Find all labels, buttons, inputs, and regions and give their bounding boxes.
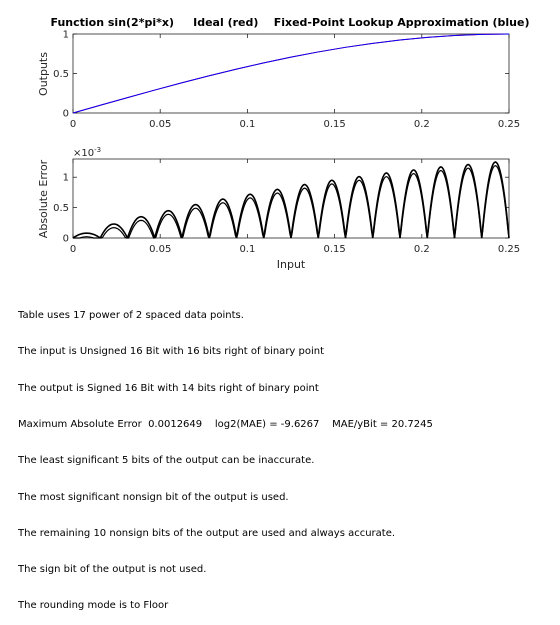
x-tick-label: 0.1 bbox=[239, 119, 255, 130]
function-plot: Function sin(2*pi*x) Ideal (red) Fixed-P… bbox=[37, 16, 530, 130]
info-line: Maximum Absolute Error 0.0012649 log2(MA… bbox=[18, 419, 433, 431]
info-line: Table uses 17 power of 2 spaced data poi… bbox=[18, 310, 244, 322]
error-arch-band bbox=[263, 192, 292, 239]
error-arch-band bbox=[317, 183, 347, 239]
x-tick-label: 0 bbox=[70, 119, 76, 130]
error-arch-band bbox=[208, 202, 238, 239]
info-line: The most significant nonsign bit of the … bbox=[18, 491, 289, 503]
error-arch-band bbox=[426, 169, 456, 239]
y-axis-label: Absolute Error bbox=[37, 159, 50, 238]
error-arch bbox=[290, 183, 320, 239]
info-text: Table uses 17 power of 2 spaced data poi… bbox=[18, 286, 548, 625]
error-ticks: 0 0.05 0.1 0.15 0.2 0.25 0 0.5 1 bbox=[53, 159, 520, 255]
info-line: The sign bit of the output is not used. bbox=[18, 564, 207, 576]
error-arch-band bbox=[399, 172, 428, 239]
x-tick-label: 0.15 bbox=[323, 244, 345, 255]
y-exponent-power: -3 bbox=[94, 146, 101, 154]
x-tick-label: 0.15 bbox=[323, 119, 345, 130]
error-arch-band bbox=[372, 175, 401, 239]
y-tick-label: 0 bbox=[63, 234, 69, 245]
y-tick-label: 1 bbox=[63, 173, 69, 184]
info-line: The least significant 5 bits of the outp… bbox=[18, 455, 315, 467]
x-tick-label: 0.25 bbox=[498, 119, 520, 130]
error-arch bbox=[371, 172, 401, 239]
error-arch bbox=[344, 175, 374, 239]
y-tick-label: 0.5 bbox=[53, 203, 69, 214]
error-arch-band bbox=[100, 227, 128, 239]
error-arch bbox=[72, 232, 101, 239]
y-tick-label: 0.5 bbox=[53, 69, 69, 80]
info-line: The remaining 10 nonsign bits of the out… bbox=[18, 527, 396, 539]
error-arch-band bbox=[73, 236, 101, 239]
x-tick-label: 0.2 bbox=[414, 244, 430, 255]
info-line: The output is Signed 16 Bit with 14 bits… bbox=[18, 382, 319, 394]
error-arch bbox=[208, 198, 238, 239]
function-axes bbox=[72, 33, 510, 114]
y-exponent-label: ×10-3 bbox=[73, 146, 101, 159]
x-tick-label: 0.05 bbox=[149, 244, 171, 255]
error-axes bbox=[72, 158, 510, 239]
info-line: The input is Unsigned 16 Bit with 16 bit… bbox=[18, 346, 325, 358]
x-tick-label: 0.1 bbox=[239, 244, 255, 255]
error-lines bbox=[72, 161, 510, 239]
error-arch bbox=[235, 193, 265, 239]
y-tick-label: 0 bbox=[63, 109, 69, 120]
error-arch bbox=[317, 179, 347, 239]
error-arch bbox=[262, 188, 292, 239]
error-arch-band bbox=[127, 219, 155, 239]
plot-title: Function sin(2*pi*x) Ideal (red) Fixed-P… bbox=[50, 16, 529, 29]
y-exponent-base: ×10 bbox=[73, 148, 94, 159]
y-axis-label: Outputs bbox=[37, 52, 50, 96]
x-tick-label: 0.2 bbox=[414, 119, 430, 130]
x-axis-label: Input bbox=[277, 258, 306, 271]
error-arch-band bbox=[154, 213, 183, 239]
error-arch-band bbox=[344, 179, 374, 239]
error-arch-band bbox=[453, 167, 483, 239]
error-arch bbox=[99, 223, 129, 239]
y-tick-label: 1 bbox=[63, 30, 69, 41]
error-arch-band bbox=[481, 165, 510, 239]
x-tick-label: 0.25 bbox=[498, 244, 520, 255]
figure: Function sin(2*pi*x) Ideal (red) Fixed-P… bbox=[37, 16, 530, 271]
function-ticks: 0 0.05 0.1 0.15 0.2 0.25 0 0.5 1 bbox=[53, 30, 520, 131]
x-tick-label: 0.05 bbox=[149, 119, 171, 130]
error-arch-band bbox=[181, 207, 210, 239]
function-lines bbox=[72, 33, 510, 114]
info-line: The rounding mode is to Floor bbox=[18, 600, 169, 612]
error-arch-band bbox=[290, 187, 319, 239]
error-arch bbox=[181, 203, 211, 239]
error-arch bbox=[126, 215, 156, 239]
x-tick-label: 0 bbox=[70, 244, 76, 255]
error-arch-band bbox=[235, 197, 265, 239]
error-arch bbox=[153, 209, 183, 239]
error-plot: ×10-3 0 0.05 0.1 0.15 0.2 0.25 0 0.5 1 Absolute … bbox=[37, 146, 520, 271]
series-approximation bbox=[72, 33, 510, 114]
